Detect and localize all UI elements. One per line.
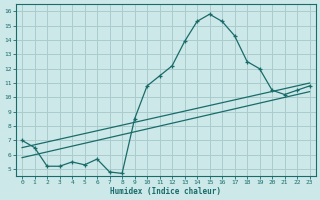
X-axis label: Humidex (Indice chaleur): Humidex (Indice chaleur) bbox=[110, 187, 221, 196]
